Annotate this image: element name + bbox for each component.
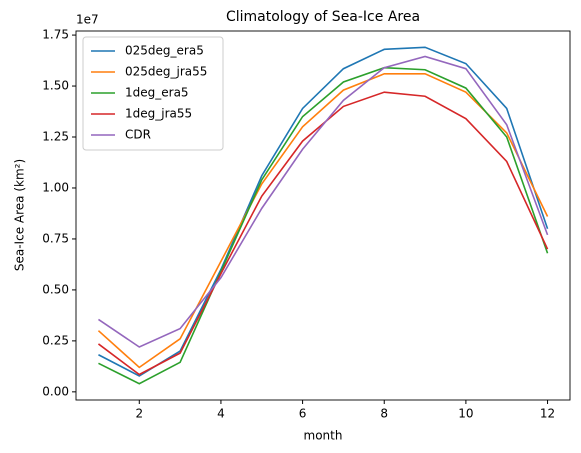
y-offset-label: 1e7: [76, 13, 99, 27]
x-tick-label: 10: [458, 407, 473, 421]
series-line: [98, 55, 549, 348]
x-axis-label: month: [304, 429, 343, 443]
y-tick-label: 0.25: [42, 333, 69, 347]
x-tick-label: 6: [299, 407, 307, 421]
legend-label: 025deg_jra55: [125, 65, 207, 79]
series-line: [97, 73, 549, 369]
y-tick-label: 1.25: [42, 130, 69, 144]
chart-title: Climatology of Sea-Ice Area: [226, 9, 420, 25]
x-tick-label: 12: [540, 407, 555, 421]
y-tick-label: 0.75: [42, 231, 69, 245]
y-tick-label: 1.00: [42, 180, 69, 194]
y-tick-label: 0.50: [42, 282, 69, 296]
y-axis-label: Sea-Ice Area (km²): [13, 159, 27, 271]
legend-label: 1deg_jra55: [125, 107, 192, 121]
series-line: [98, 66, 549, 385]
plot-frame: [75, 30, 571, 401]
y-tick-label: 1.50: [42, 79, 69, 93]
legend-label: CDR: [125, 128, 151, 142]
y-tick-label: 1.75: [42, 28, 69, 42]
x-tick-label: 2: [135, 407, 143, 421]
y-tick-label: 0.00: [42, 384, 69, 398]
x-tick-label: 4: [217, 407, 225, 421]
legend-box: [82, 36, 224, 151]
series-line: [98, 46, 549, 377]
legend-label: 025deg_era5: [125, 44, 204, 58]
x-tick-label: 8: [380, 407, 388, 421]
legend-label: 1deg_era5: [125, 86, 189, 100]
